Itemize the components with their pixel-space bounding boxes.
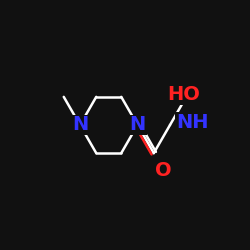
Text: HO: HO	[167, 85, 200, 104]
Text: N: N	[72, 116, 88, 134]
Text: NH: NH	[176, 113, 209, 132]
Text: O: O	[156, 161, 172, 180]
Text: N: N	[130, 116, 146, 134]
